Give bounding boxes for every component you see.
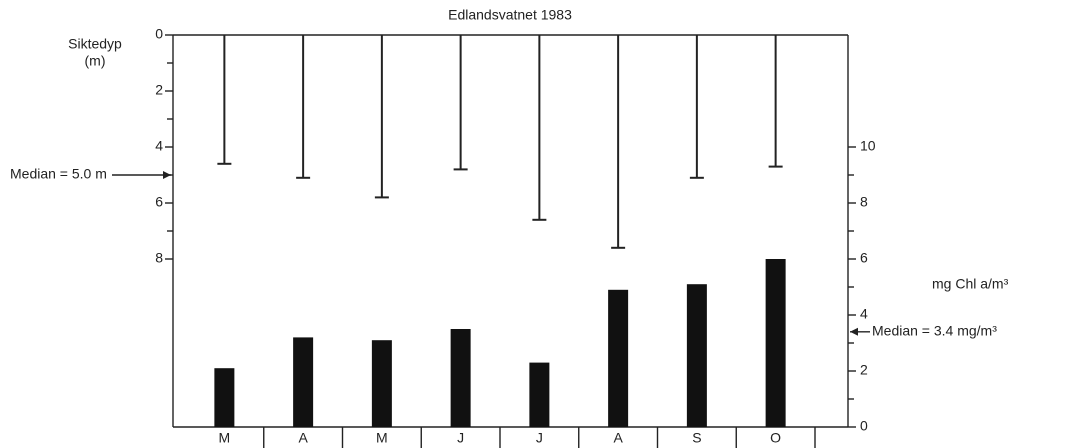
y-tick-label: 6 [155,194,163,210]
x-tick-label: J [536,430,543,446]
chl-bar [765,259,786,427]
median-arrowhead [163,171,171,179]
chl-bar [529,362,550,427]
x-tick-label: S [692,430,701,446]
y-tick-label: 8 [155,250,163,266]
y2-axis-label: mg Chl a/m³ [932,276,1009,292]
y2-tick-label: 10 [860,138,876,154]
chart-title: Edlandsvatnet 1983 [448,7,572,23]
x-tick-label: M [219,430,231,446]
chl-bar [214,368,235,427]
y-tick-label: 0 [155,26,163,42]
x-tick-label: M [376,430,388,446]
median-arrowhead [850,327,858,336]
chl-bar [371,340,392,427]
chl-bar [608,289,629,427]
chl-bar [686,284,707,427]
y-tick-label: 2 [155,82,163,98]
median-label: Median = 3.4 mg/m³ [872,323,997,339]
y2-tick-label: 0 [860,418,868,434]
chl-bar [293,337,314,427]
x-tick-label: J [457,430,464,446]
y2-tick-label: 6 [860,250,868,266]
y-axis-label: Siktedyp [68,36,122,52]
y-axis-label: (m) [85,53,106,69]
y2-tick-label: 4 [860,306,868,322]
x-tick-label: A [298,430,308,446]
chl-bar [450,329,471,427]
y2-tick-label: 8 [860,194,868,210]
x-tick-label: O [770,430,781,446]
y2-tick-label: 2 [860,362,868,378]
y-tick-label: 4 [155,138,163,154]
x-tick-label: A [613,430,623,446]
median-label: Median = 5.0 m [10,166,107,182]
